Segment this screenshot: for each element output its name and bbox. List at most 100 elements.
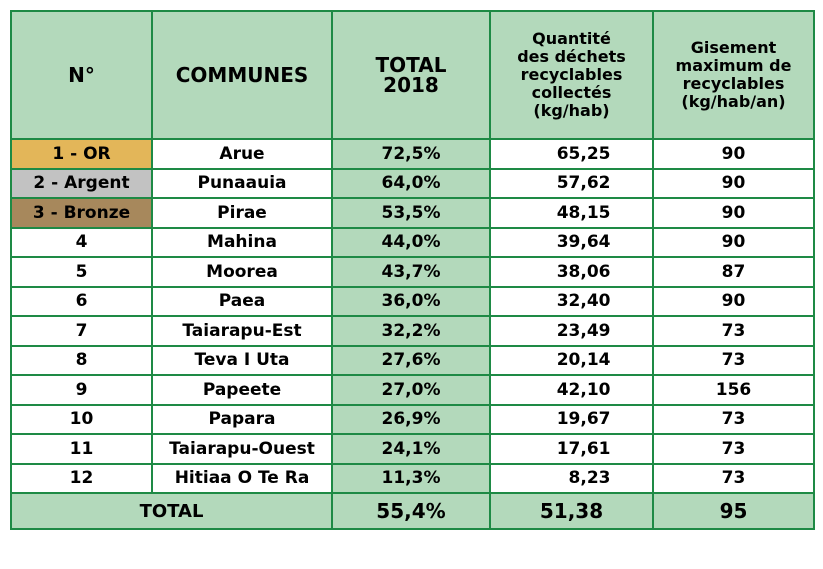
commune-cell: Moorea (151, 256, 333, 288)
gisement-cell: 73 (652, 433, 815, 465)
total-cell: 11,3% (331, 462, 491, 494)
quantity-cell: 32,40 (489, 285, 654, 317)
rank-cell: 7 (10, 315, 153, 347)
header-quantity: Quantité des déchets recyclables collect… (489, 10, 654, 140)
header-quantity-line: Quantité (532, 29, 611, 49)
table-row: 11 Taiarapu-Ouest 24,1% 17,61 73 (10, 433, 815, 465)
quantity-value: 19,67 (556, 409, 611, 430)
header-quantity-line: collectés (531, 82, 612, 102)
total-row-gisement: 95 (652, 492, 815, 530)
total-cell: 27,0% (331, 374, 491, 406)
quantity-cell: 17,61 (489, 433, 654, 465)
header-no: N° (10, 10, 153, 140)
header-quantity-line: des déchets (517, 47, 626, 67)
commune-cell: Pirae (151, 197, 333, 229)
total-cell: 44,0% (331, 226, 491, 258)
total-cell: 26,9% (331, 403, 491, 435)
commune-cell: Hitiaa O Te Ra (151, 462, 333, 494)
total-cell: 27,6% (331, 344, 491, 376)
rank-cell: 6 (10, 285, 153, 317)
quantity-cell: 8,23 (489, 462, 654, 494)
total-row-total: 55,4% (331, 492, 491, 530)
header-communes: COMMUNES (151, 10, 333, 140)
quantity-value: 65,25 (556, 143, 611, 164)
total-cell: 64,0% (331, 167, 491, 199)
gisement-cell: 73 (652, 315, 815, 347)
quantity-value: 42,10 (556, 379, 611, 400)
recycling-ranking-table: N° COMMUNES TOTAL 2018 Quantité des déch… (10, 10, 815, 530)
table-row: 1 - OR Arue 72,5% 65,25 90 (10, 138, 815, 170)
rank-cell-silver: 2 - Argent (10, 167, 153, 199)
total-cell: 72,5% (331, 138, 491, 170)
quantity-value: 8,23 (568, 468, 611, 489)
header-total-2018: TOTAL 2018 (331, 10, 491, 140)
total-row-quantity: 51,38 (489, 492, 654, 530)
table-row: 9 Papeete 27,0% 42,10 156 (10, 374, 815, 406)
table-row: 10 Papara 26,9% 19,67 73 (10, 403, 815, 435)
header-gisement-line: Gisement (690, 38, 777, 58)
gisement-cell: 90 (652, 138, 815, 170)
commune-cell: Papara (151, 403, 333, 435)
quantity-cell: 65,25 (489, 138, 654, 170)
rank-cell: 8 (10, 344, 153, 376)
quantity-value: 39,64 (556, 232, 611, 253)
rank-cell-bronze: 3 - Bronze (10, 197, 153, 229)
table-row: 12 Hitiaa O Te Ra 11,3% 8,23 73 (10, 462, 815, 494)
quantity-cell: 38,06 (489, 256, 654, 288)
table-row: 3 - Bronze Pirae 53,5% 48,15 90 (10, 197, 815, 229)
commune-cell: Papeete (151, 374, 333, 406)
total-cell: 24,1% (331, 433, 491, 465)
total-cell: 36,0% (331, 285, 491, 317)
header-quantity-line: (kg/hab) (533, 100, 610, 120)
quantity-value: 23,49 (556, 320, 611, 341)
commune-cell: Arue (151, 138, 333, 170)
total-cell: 32,2% (331, 315, 491, 347)
quantity-cell: 20,14 (489, 344, 654, 376)
header-total-line1: TOTAL (375, 53, 447, 77)
quantity-value: 57,62 (556, 173, 611, 194)
total-cell: 53,5% (331, 197, 491, 229)
gisement-cell: 90 (652, 226, 815, 258)
commune-cell: Punaauia (151, 167, 333, 199)
quantity-cell: 42,10 (489, 374, 654, 406)
gisement-cell: 87 (652, 256, 815, 288)
commune-cell: Mahina (151, 226, 333, 258)
rank-cell: 11 (10, 433, 153, 465)
table-row: 8 Teva I Uta 27,6% 20,14 73 (10, 344, 815, 376)
quantity-value: 48,15 (556, 202, 611, 223)
header-gisement-line: maximum de (675, 56, 792, 76)
quantity-value: 38,06 (556, 261, 611, 282)
total-row-label: TOTAL (10, 492, 333, 530)
table-row: 4 Mahina 44,0% 39,64 90 (10, 226, 815, 258)
rank-cell: 10 (10, 403, 153, 435)
header-gisement-line: (kg/hab/an) (681, 91, 786, 111)
commune-cell: Taiarapu-Est (151, 315, 333, 347)
table-row: 5 Moorea 43,7% 38,06 87 (10, 256, 815, 288)
gisement-cell: 90 (652, 285, 815, 317)
quantity-cell: 48,15 (489, 197, 654, 229)
quantity-value: 20,14 (556, 350, 611, 371)
table-row: 2 - Argent Punaauia 64,0% 57,62 90 (10, 167, 815, 199)
table-row: 7 Taiarapu-Est 32,2% 23,49 73 (10, 315, 815, 347)
rank-cell: 12 (10, 462, 153, 494)
commune-cell: Teva I Uta (151, 344, 333, 376)
rank-cell: 9 (10, 374, 153, 406)
quantity-cell: 39,64 (489, 226, 654, 258)
gisement-cell: 90 (652, 197, 815, 229)
rank-cell: 5 (10, 256, 153, 288)
header-total-line2: 2018 (383, 73, 439, 97)
header-quantity-line: recyclables (520, 65, 623, 85)
quantity-cell: 23,49 (489, 315, 654, 347)
table-row: 6 Paea 36,0% 32,40 90 (10, 285, 815, 317)
header-gisement: Gisement maximum de recyclables (kg/hab/… (652, 10, 815, 140)
header-row: N° COMMUNES TOTAL 2018 Quantité des déch… (10, 10, 815, 140)
quantity-cell: 19,67 (489, 403, 654, 435)
rank-cell-gold: 1 - OR (10, 138, 153, 170)
total-row: TOTAL 55,4% 51,38 95 (10, 492, 815, 530)
commune-cell: Paea (151, 285, 333, 317)
total-cell: 43,7% (331, 256, 491, 288)
commune-cell: Taiarapu-Ouest (151, 433, 333, 465)
quantity-value: 17,61 (556, 438, 611, 459)
gisement-cell: 73 (652, 403, 815, 435)
gisement-cell: 73 (652, 462, 815, 494)
